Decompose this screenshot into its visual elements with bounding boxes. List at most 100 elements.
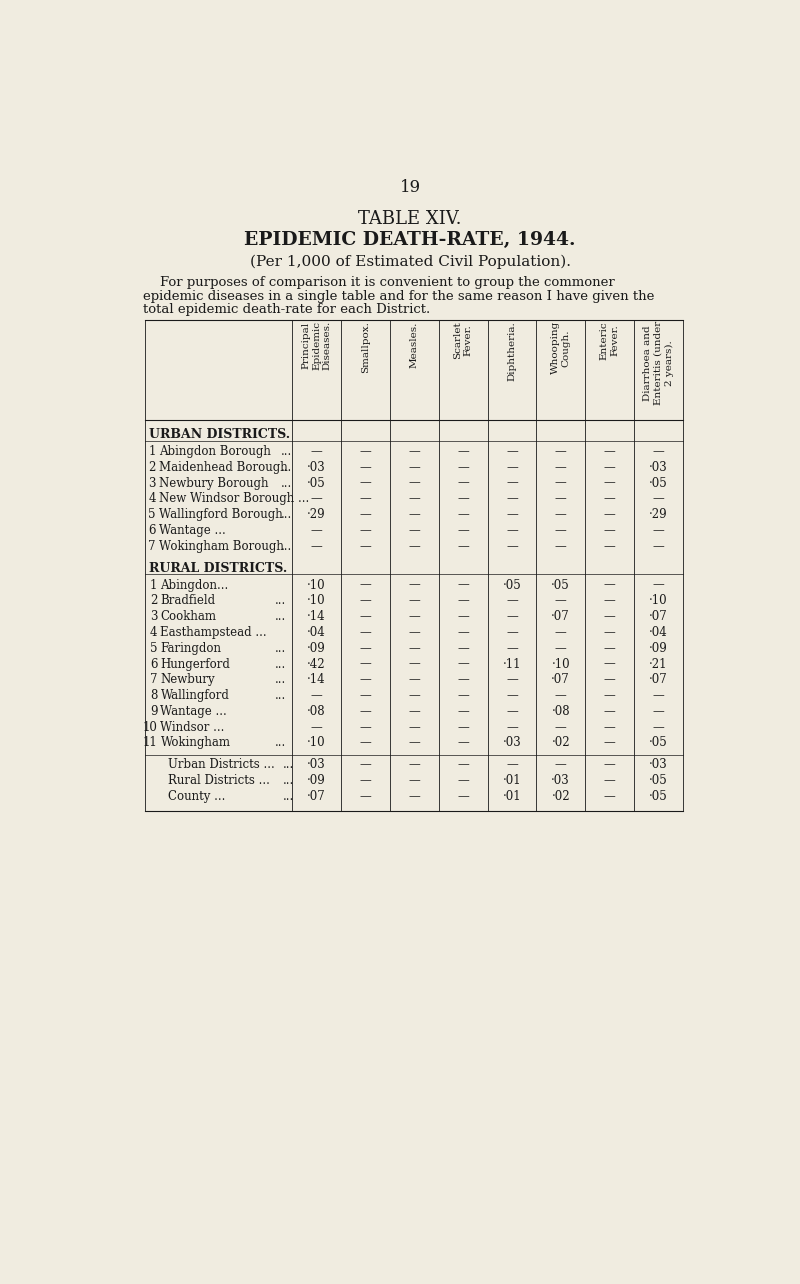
Text: ·01: ·01 <box>502 790 522 802</box>
Text: —: — <box>555 476 566 489</box>
Text: 1: 1 <box>149 446 156 458</box>
Text: ·21: ·21 <box>649 657 668 670</box>
Text: —: — <box>458 737 469 750</box>
Text: ·08: ·08 <box>551 705 570 718</box>
Text: Newbury Borough: Newbury Borough <box>159 476 268 489</box>
Text: ...: ... <box>283 774 294 787</box>
Text: ...: ... <box>275 610 286 623</box>
Text: —: — <box>458 790 469 802</box>
Text: —: — <box>458 720 469 733</box>
Text: —: — <box>604 539 615 552</box>
Text: URBAN DISTRICTS.: URBAN DISTRICTS. <box>149 428 290 442</box>
Text: —: — <box>604 759 615 772</box>
Text: Whooping
Cough.: Whooping Cough. <box>551 321 570 375</box>
Text: ...: ... <box>283 759 294 772</box>
Text: —: — <box>359 492 371 506</box>
Text: —: — <box>408 673 420 686</box>
Text: ...: ... <box>275 673 286 686</box>
Text: —: — <box>555 642 566 655</box>
Text: —: — <box>408 476 420 489</box>
Text: —: — <box>604 720 615 733</box>
Text: —: — <box>408 774 420 787</box>
Text: Enteric
Fever.: Enteric Fever. <box>600 321 619 360</box>
Text: ·10: ·10 <box>307 579 326 592</box>
Text: Wallingford Borough: Wallingford Borough <box>159 508 282 521</box>
Text: Maidenhead Borough: Maidenhead Borough <box>159 461 288 474</box>
Text: —: — <box>408 594 420 607</box>
Text: ·29: ·29 <box>649 508 668 521</box>
Text: —: — <box>458 705 469 718</box>
Text: —: — <box>458 579 469 592</box>
Text: ·10: ·10 <box>307 737 326 750</box>
Text: Measles.: Measles. <box>410 321 418 367</box>
Text: ·03: ·03 <box>307 759 326 772</box>
Text: —: — <box>408 508 420 521</box>
Text: 2: 2 <box>150 594 158 607</box>
Text: —: — <box>604 610 615 623</box>
Text: ·02: ·02 <box>551 737 570 750</box>
Text: —: — <box>506 673 518 686</box>
Text: —: — <box>555 508 566 521</box>
Text: —: — <box>458 690 469 702</box>
Text: Hungerford: Hungerford <box>161 657 230 670</box>
Text: ...: ... <box>275 642 286 655</box>
Text: ·03: ·03 <box>551 774 570 787</box>
Text: ·01: ·01 <box>502 774 522 787</box>
Text: Diarrhoea and
Enteritis (under
2 years).: Diarrhoea and Enteritis (under 2 years). <box>643 321 674 406</box>
Text: —: — <box>604 737 615 750</box>
Text: —: — <box>359 625 371 639</box>
Text: —: — <box>604 524 615 537</box>
Text: —: — <box>604 657 615 670</box>
Text: —: — <box>408 759 420 772</box>
Text: New Windsor Borough ...: New Windsor Borough ... <box>159 492 309 506</box>
Text: ·05: ·05 <box>649 790 668 802</box>
Text: Bradfield: Bradfield <box>161 594 215 607</box>
Text: —: — <box>359 579 371 592</box>
Text: —: — <box>458 492 469 506</box>
Text: ·07: ·07 <box>649 673 668 686</box>
Text: 19: 19 <box>399 178 421 195</box>
Text: ...: ... <box>281 539 292 552</box>
Text: —: — <box>359 705 371 718</box>
Text: ...: ... <box>275 737 286 750</box>
Text: 5: 5 <box>148 508 156 521</box>
Text: —: — <box>408 461 420 474</box>
Text: —: — <box>653 579 664 592</box>
Text: —: — <box>408 657 420 670</box>
Text: —: — <box>458 476 469 489</box>
Text: —: — <box>458 539 469 552</box>
Text: ·03: ·03 <box>307 461 326 474</box>
Text: 8: 8 <box>150 690 158 702</box>
Text: 9: 9 <box>150 705 158 718</box>
Text: 6: 6 <box>150 657 158 670</box>
Text: —: — <box>653 446 664 458</box>
Text: ·08: ·08 <box>307 705 326 718</box>
Text: Rural Districts ...: Rural Districts ... <box>168 774 270 787</box>
Text: ...: ... <box>275 657 286 670</box>
Text: —: — <box>458 594 469 607</box>
Text: 1: 1 <box>150 579 158 592</box>
Text: —: — <box>555 492 566 506</box>
Text: ·05: ·05 <box>551 579 570 592</box>
Text: —: — <box>359 539 371 552</box>
Text: —: — <box>458 759 469 772</box>
Text: Faringdon: Faringdon <box>161 642 222 655</box>
Text: 4: 4 <box>148 492 156 506</box>
Text: —: — <box>310 720 322 733</box>
Text: ·07: ·07 <box>551 610 570 623</box>
Text: 5: 5 <box>150 642 158 655</box>
Text: ·05: ·05 <box>502 579 522 592</box>
Text: 2: 2 <box>149 461 156 474</box>
Text: —: — <box>359 720 371 733</box>
Text: ...: ... <box>281 446 292 458</box>
Text: —: — <box>458 657 469 670</box>
Text: ...: ... <box>275 594 286 607</box>
Text: —: — <box>408 625 420 639</box>
Text: TABLE XIV.: TABLE XIV. <box>358 209 462 227</box>
Text: Abingdon...: Abingdon... <box>161 579 229 592</box>
Text: ·09: ·09 <box>307 642 326 655</box>
Text: —: — <box>604 642 615 655</box>
Text: —: — <box>555 594 566 607</box>
Text: —: — <box>555 461 566 474</box>
Text: —: — <box>359 610 371 623</box>
